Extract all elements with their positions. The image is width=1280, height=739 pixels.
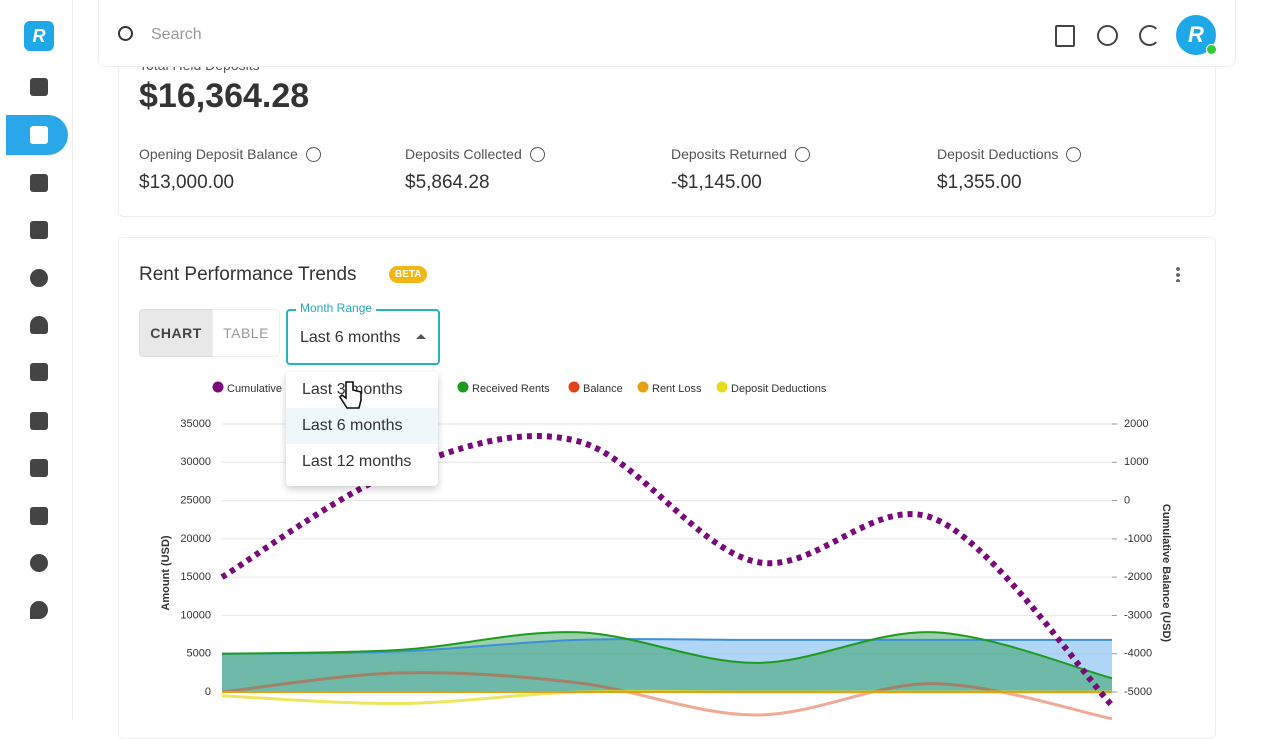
y-axis-label: Amount (USD): [160, 535, 172, 610]
area: [222, 632, 1112, 692]
select-value: Last 6 months: [300, 329, 401, 346]
y2-tick-label: -1000: [1124, 533, 1152, 545]
legend-label: Deposit Deductions: [731, 383, 827, 395]
summary-total: $16,364.28: [139, 77, 310, 115]
stat-label: Deposits Collected: [405, 146, 522, 162]
trends-title: Rent Performance Trends: [139, 264, 357, 285]
nav-icon[interactable]: [30, 601, 48, 619]
y2-tick-label: 2000: [1124, 418, 1148, 430]
menu-button[interactable]: [1176, 266, 1180, 282]
nav-icon[interactable]: [30, 363, 48, 381]
dropdown-menu: Last 3 months Last 6 months Last 12 mont…: [286, 372, 438, 486]
info-icon[interactable]: [1066, 147, 1082, 162]
status-dot: [1206, 44, 1217, 55]
select-label: Month Range: [296, 301, 377, 315]
icon-button[interactable]: [1097, 25, 1118, 46]
y-tick-label: 25000: [180, 494, 211, 506]
stat-label: Opening Deposit Balance: [139, 146, 298, 162]
search-input[interactable]: Search: [151, 26, 202, 43]
stat: Opening Deposit Balance $13,000.00: [139, 146, 321, 194]
nav-icon[interactable]: [30, 507, 48, 525]
y-tick-label: 5000: [187, 648, 211, 660]
y-tick-label: 20000: [180, 533, 211, 545]
y2-tick-label: -5000: [1124, 686, 1152, 698]
info-icon[interactable]: [794, 147, 810, 162]
dropdown-option[interactable]: Last 6 months: [286, 408, 438, 444]
y-tick-label: 10000: [180, 609, 211, 621]
beta-badge: BETA: [389, 266, 428, 283]
nav-icon[interactable]: [30, 174, 48, 192]
y-tick-label: 0: [205, 686, 211, 698]
info-icon[interactable]: [305, 147, 321, 162]
nav-icon[interactable]: [30, 126, 48, 144]
summary-card: Total Held Deposits $16,364.28 Opening D…: [118, 40, 1216, 217]
tab-table[interactable]: TABLE: [212, 309, 280, 357]
page: R Total Held Deposits $16,364.28 Opening…: [0, 0, 1236, 739]
y2-tick-label: 0: [1124, 494, 1130, 506]
series-line: [220, 433, 1115, 708]
icon-button[interactable]: [1139, 25, 1160, 46]
stat: Deposit Deductions $1,355.00: [937, 146, 1082, 194]
stat-label: Deposits Returned: [671, 146, 787, 162]
stat-value: $13,000.00: [139, 172, 235, 193]
nav-icon[interactable]: [30, 412, 48, 430]
y2-tick-label: -4000: [1124, 648, 1152, 660]
y-tick-label: 30000: [180, 456, 211, 468]
nav-icon[interactable]: [30, 459, 48, 477]
nav-icon[interactable]: [30, 78, 48, 96]
series-line: [221, 638, 1112, 655]
series-line: [221, 631, 1113, 680]
legend-swatch: [716, 381, 728, 393]
stat-value: $1,355.00: [937, 172, 1022, 193]
legend-swatch: [568, 381, 580, 393]
icon-button[interactable]: [1055, 25, 1075, 47]
stat-value: $5,864.28: [405, 172, 490, 193]
series-line: [221, 671, 1113, 720]
legend-label: Received Rents: [472, 383, 550, 395]
sidebar: R: [0, 0, 73, 720]
cursor: [338, 381, 362, 409]
select-arrow: [416, 334, 426, 339]
brand-logo[interactable]: R: [24, 21, 54, 51]
y-tick-label: 35000: [180, 418, 211, 430]
y2-tick-label: -2000: [1124, 571, 1152, 583]
y-tick-label: 15000: [180, 571, 211, 583]
search-icon: [118, 26, 133, 41]
legend-swatch: [637, 381, 649, 393]
legend-label: Rent Loss: [652, 383, 702, 395]
stat: Deposits Collected $5,864.28: [405, 146, 545, 194]
nav-icon[interactable]: [30, 554, 48, 572]
month-range-select[interactable]: Month Range Last 6 months: [286, 301, 440, 365]
stat-label: Deposit Deductions: [937, 146, 1059, 162]
info-icon[interactable]: [529, 147, 545, 162]
y2-axis-label: Cumulative Balance (USD): [1160, 504, 1172, 642]
nav-icon[interactable]: [30, 221, 48, 239]
dropdown-option[interactable]: Last 12 months: [302, 453, 412, 470]
stat-value: -$1,145.00: [671, 172, 762, 193]
nav-icon[interactable]: [30, 269, 48, 287]
legend-label: Balance: [583, 383, 623, 395]
chart: 05000100001500020000250003000035000-5000…: [160, 381, 1172, 720]
nav-icon[interactable]: [30, 316, 48, 334]
top-bar: Search R: [98, 0, 1236, 67]
area: [222, 639, 1112, 692]
legend-swatch: [212, 381, 224, 393]
y2-tick-label: -3000: [1124, 609, 1152, 621]
y2-tick-label: 1000: [1124, 456, 1148, 468]
stat: Deposits Returned -$1,145.00: [671, 146, 810, 194]
legend-swatch: [457, 381, 469, 393]
